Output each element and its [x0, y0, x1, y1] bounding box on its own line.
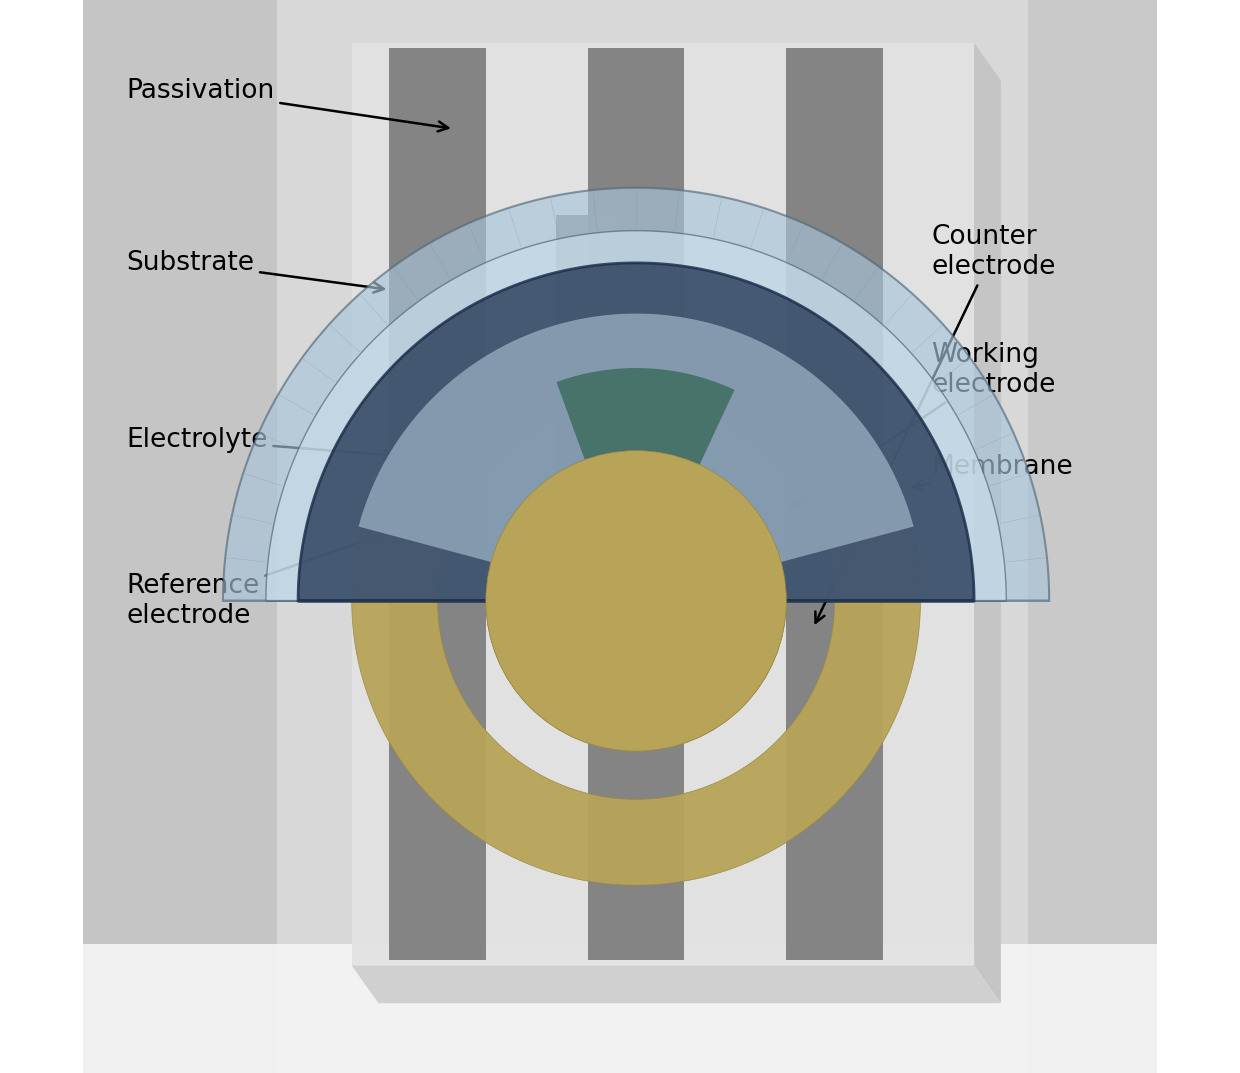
Polygon shape — [83, 944, 1157, 1073]
Text: Passivation: Passivation — [126, 78, 448, 131]
Polygon shape — [556, 215, 618, 644]
Polygon shape — [352, 966, 1001, 1003]
Text: Membrane: Membrane — [913, 454, 1073, 489]
Polygon shape — [1028, 0, 1157, 1073]
Circle shape — [486, 451, 786, 751]
Text: Reference
electrode: Reference electrode — [126, 510, 449, 629]
Polygon shape — [277, 0, 1028, 1073]
Text: Working
electrode: Working electrode — [791, 342, 1055, 506]
Polygon shape — [358, 313, 914, 568]
Circle shape — [486, 451, 786, 751]
Text: Counter
electrode: Counter electrode — [816, 224, 1055, 622]
Polygon shape — [389, 48, 486, 960]
Text: Substrate: Substrate — [126, 250, 384, 293]
Polygon shape — [557, 368, 734, 601]
Polygon shape — [539, 644, 634, 708]
Polygon shape — [223, 188, 1049, 601]
Polygon shape — [83, 0, 1157, 1073]
Polygon shape — [352, 317, 920, 885]
Polygon shape — [975, 43, 1001, 1003]
Polygon shape — [83, 0, 277, 1073]
Text: Electrolyte: Electrolyte — [126, 427, 394, 459]
Polygon shape — [265, 231, 1007, 601]
Polygon shape — [352, 43, 975, 966]
Polygon shape — [588, 48, 684, 960]
Polygon shape — [298, 263, 975, 601]
Polygon shape — [786, 48, 883, 960]
